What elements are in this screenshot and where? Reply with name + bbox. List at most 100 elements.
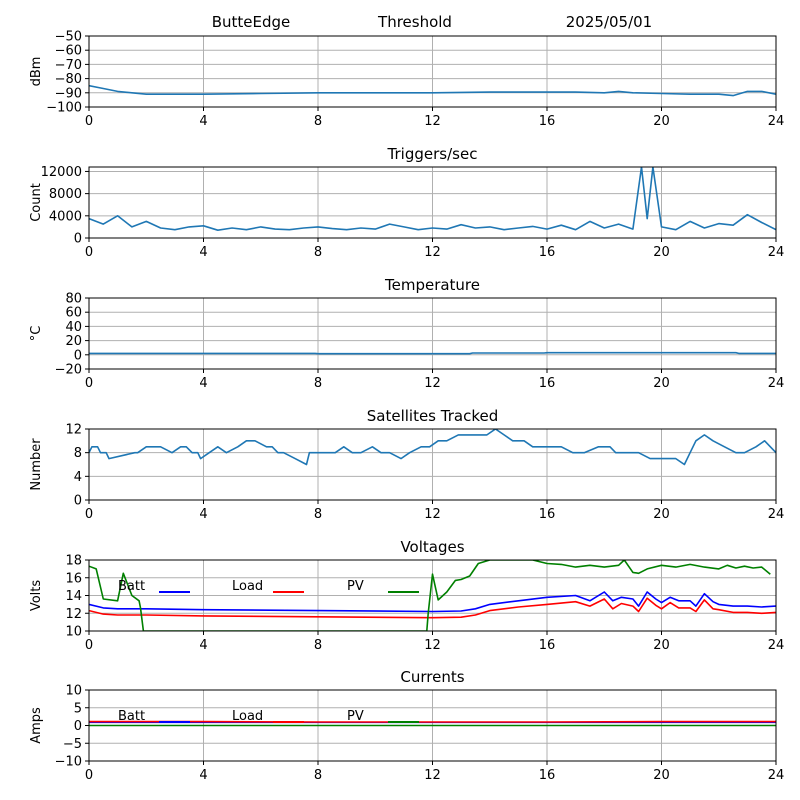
signal-y-axis-label: dBm: [29, 57, 44, 87]
voltages-x-tick-label: 0: [85, 638, 93, 653]
temperature-x-tick-label: 8: [314, 376, 322, 391]
triggers-x-tick-label: 0: [85, 245, 93, 260]
triggers-y-tick-label: 4000: [49, 209, 82, 224]
signal-x-tick-label: 0: [85, 114, 93, 129]
voltages-title: Voltages: [400, 538, 464, 556]
satellites-x-tick-label: 8: [314, 507, 322, 522]
temperature-x-tick-label: 16: [539, 376, 556, 391]
satellites-y-axis-label: Number: [29, 438, 44, 491]
triggers-title: Triggers/sec: [387, 145, 478, 163]
currents-title: Currents: [400, 668, 464, 686]
satellites-y-tick-label: 12: [65, 423, 82, 438]
triggers-x-tick-label: 8: [314, 245, 322, 260]
currents-legend-batt-label: Batt: [118, 709, 145, 724]
temperature-y-tick-label: 60: [65, 306, 82, 321]
currents-y-tick-label: 10: [65, 684, 82, 699]
satellites-x-tick-label: 24: [768, 507, 785, 522]
temperature-x-tick-label: 20: [653, 376, 670, 391]
temperature-x-tick-label: 12: [424, 376, 441, 391]
currents-x-tick-label: 8: [314, 768, 322, 783]
signal-x-tick-label: 4: [199, 114, 207, 129]
signal-x-tick-label: 24: [768, 114, 785, 129]
triggers-y-tick-label: 12000: [41, 165, 82, 180]
satellites-series-line: [89, 429, 776, 466]
voltages-x-tick-label: 20: [653, 638, 670, 653]
voltages-y-axis-label: Volts: [29, 580, 44, 612]
currents-y-tick-label: −10: [55, 755, 82, 770]
currents-y-tick-label: 5: [74, 701, 82, 716]
triggers-x-tick-label: 24: [768, 245, 785, 260]
satellites-y-tick-label: 4: [74, 470, 82, 485]
signal-x-tick-label: 12: [424, 114, 441, 129]
signal-series-line: [89, 84, 776, 97]
triggers-x-tick-label: 20: [653, 245, 670, 260]
currents-y-tick-label: 0: [74, 719, 82, 734]
triggers-x-tick-label: 16: [539, 245, 556, 260]
satellites-y-tick-label: 0: [74, 494, 82, 509]
voltages-y-tick-label: 12: [65, 607, 82, 622]
temperature-x-tick-label: 4: [199, 376, 207, 391]
triggers-series-line: [89, 167, 776, 231]
voltages-x-tick-label: 4: [199, 638, 207, 653]
currents-x-tick-label: 0: [85, 768, 93, 783]
voltages-y-tick-label: 18: [65, 554, 82, 569]
triggers-y-tick-label: 0: [74, 232, 82, 247]
voltages-y-tick-label: 16: [65, 571, 82, 586]
triggers-x-tick-label: 4: [199, 245, 207, 260]
signal-y-tick-label: −60: [55, 44, 82, 59]
voltages-x-tick-label: 16: [539, 638, 556, 653]
currents-legend-pv-label: PV: [347, 709, 364, 724]
voltages-y-tick-label: 10: [65, 625, 82, 640]
voltages-pv-line: [89, 560, 771, 631]
temperature-y-tick-label: −20: [55, 363, 82, 378]
temperature-x-tick-label: 24: [768, 376, 785, 391]
signal-x-tick-label: 16: [539, 114, 556, 129]
voltages-x-tick-label: 24: [768, 638, 785, 653]
voltages-legend-pv-label: PV: [347, 579, 364, 594]
temperature-y-tick-label: 80: [65, 292, 82, 307]
triggers-x-tick-label: 12: [424, 245, 441, 260]
temperature-series-line: [89, 351, 776, 355]
satellites-x-tick-label: 20: [653, 507, 670, 522]
satellites-x-tick-label: 16: [539, 507, 556, 522]
temperature-y-tick-label: 40: [65, 320, 82, 335]
satellites-x-tick-label: 4: [199, 507, 207, 522]
satellites-title: Satellites Tracked: [367, 407, 498, 425]
currents-x-tick-label: 16: [539, 768, 556, 783]
signal-y-tick-label: −50: [55, 30, 82, 45]
voltages-legend-batt-label: Batt: [118, 579, 145, 594]
voltages-x-tick-label: 8: [314, 638, 322, 653]
signal-x-tick-label: 8: [314, 114, 322, 129]
triggers-y-axis-label: Count: [29, 183, 44, 222]
currents-x-tick-label: 12: [424, 768, 441, 783]
voltages-x-tick-label: 12: [424, 638, 441, 653]
satellites-x-tick-label: 12: [424, 507, 441, 522]
signal-x-tick-label: 20: [653, 114, 670, 129]
currents-y-tick-label: −5: [63, 737, 82, 752]
signal-y-tick-label: −100: [46, 101, 82, 116]
currents-x-tick-label: 4: [199, 768, 207, 783]
satellites-y-tick-label: 8: [74, 446, 82, 461]
temperature-y-tick-label: 20: [65, 334, 82, 349]
currents-x-tick-label: 24: [768, 768, 785, 783]
voltages-legend-load-label: Load: [232, 579, 263, 594]
currents-x-tick-label: 20: [653, 768, 670, 783]
station-name: ButteEdge: [212, 13, 291, 31]
signal-y-tick-label: −90: [55, 86, 82, 101]
triggers-y-tick-label: 8000: [49, 187, 82, 202]
signal-y-tick-label: −80: [55, 72, 82, 87]
temperature-y-axis-label: °C: [29, 326, 44, 342]
header-title: Threshold: [377, 13, 452, 31]
currents-legend-load-label: Load: [232, 709, 263, 724]
voltages-batt-line: [89, 591, 776, 613]
voltages-y-tick-label: 14: [65, 589, 82, 604]
temperature-y-tick-label: 0: [74, 348, 82, 363]
signal-y-tick-label: −70: [55, 58, 82, 73]
temperature-title: Temperature: [384, 276, 480, 294]
satellites-x-tick-label: 0: [85, 507, 93, 522]
header-date: 2025/05/01: [566, 13, 652, 31]
temperature-x-tick-label: 0: [85, 376, 93, 391]
currents-y-axis-label: Amps: [29, 707, 44, 744]
